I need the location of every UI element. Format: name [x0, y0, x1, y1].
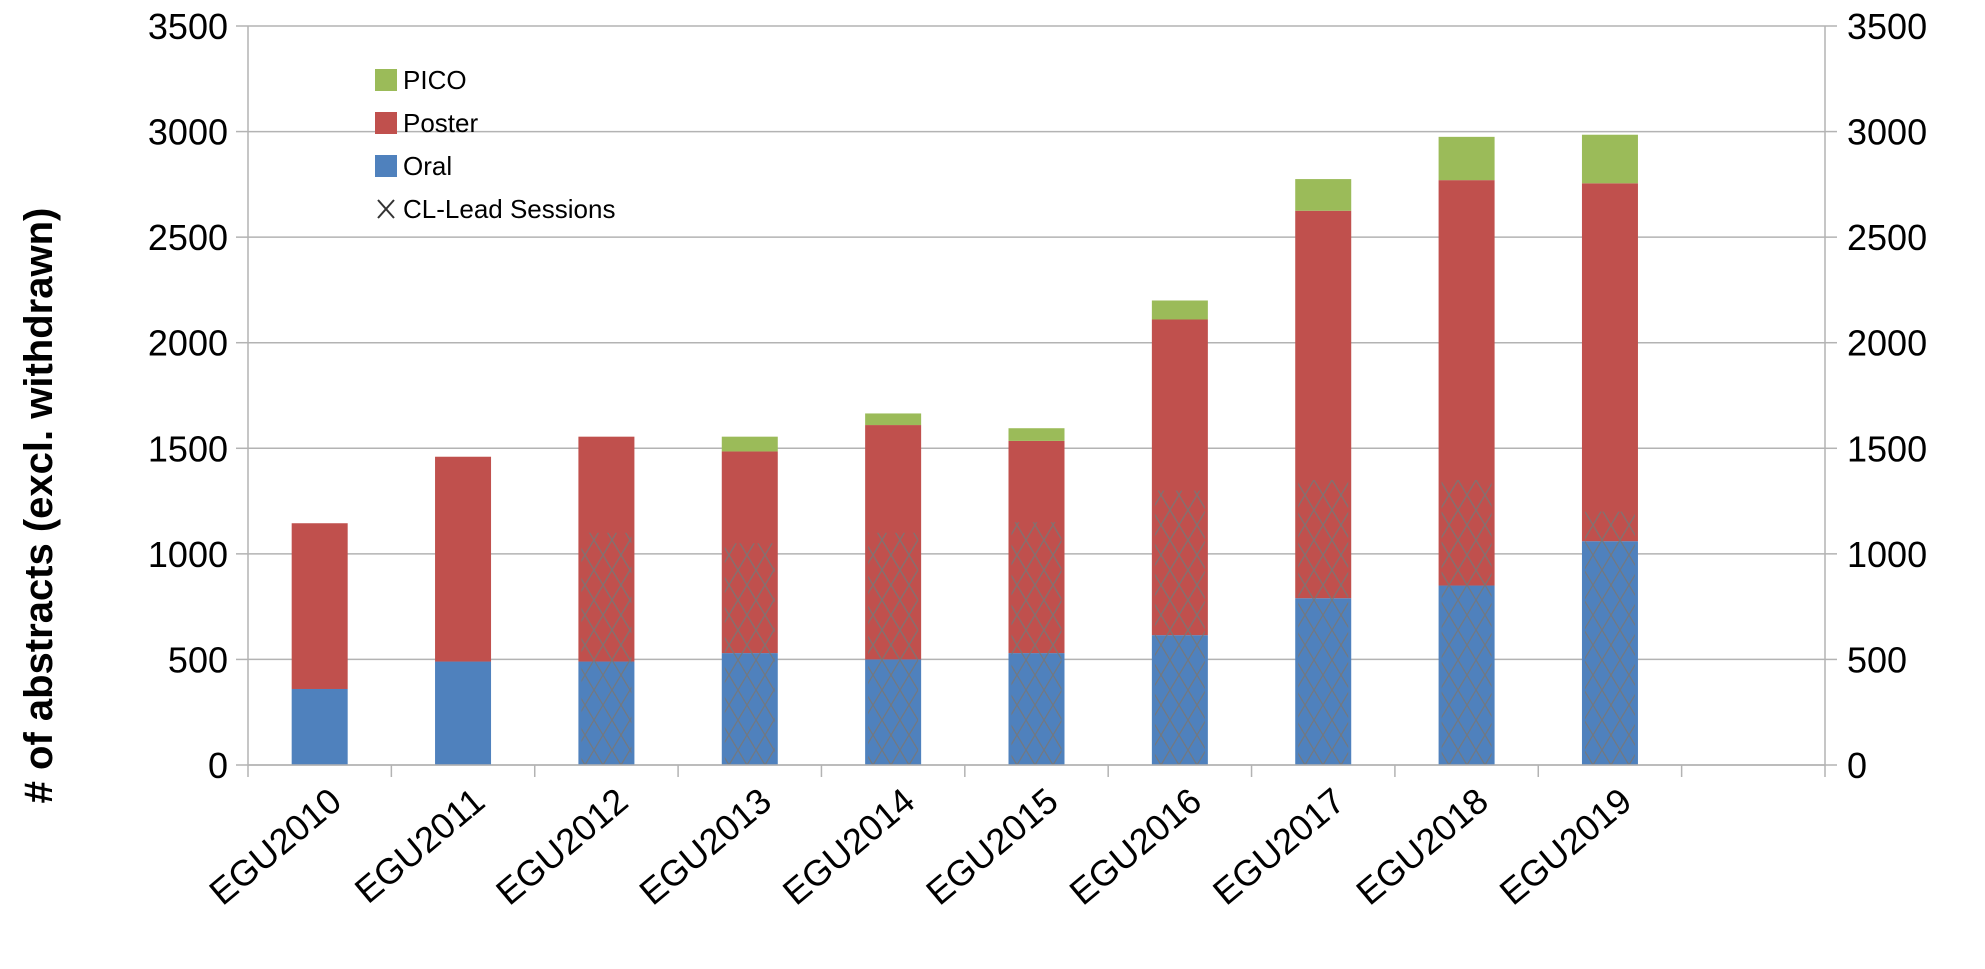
y2-tick-label: 3500 [1847, 6, 1927, 47]
y2-tick-label: 2000 [1847, 323, 1927, 364]
y-tick-label: 500 [168, 639, 228, 680]
cl-lead-sessions-mark-egu2017 [1298, 479, 1349, 765]
cl-lead-sessions-mark-egu2019 [1584, 511, 1635, 765]
cl-lead-sessions-mark-egu2013 [724, 543, 775, 765]
y2-tick-label: 3000 [1847, 112, 1927, 153]
cl-lead-sessions-mark-egu2016 [1154, 490, 1205, 765]
y-tick-label: 3000 [148, 112, 228, 153]
bar-pico-egu2018 [1438, 136, 1495, 181]
bar-pico-egu2016 [1151, 300, 1208, 320]
cl-lead-sessions-mark-egu2018 [1441, 479, 1492, 765]
bar-poster-egu2019 [1581, 183, 1638, 542]
bar-oral-egu2011 [435, 661, 492, 765]
y-tick-label: 0 [208, 745, 228, 786]
bar-poster-egu2011 [435, 456, 492, 662]
cl-lead-sessions-mark-egu2015 [1011, 522, 1062, 765]
y-axis-title: # of abstracts (excl. withdrawn) [17, 208, 61, 804]
x-category-label: EGU2012 [488, 780, 635, 913]
legend-label-pico: PICO [403, 65, 467, 95]
y2-tick-label: 0 [1847, 745, 1867, 786]
y-tick-label: 3500 [148, 6, 228, 47]
legend-marker-cl-lead-sessions [377, 199, 395, 219]
x-category-label: EGU2011 [347, 780, 492, 911]
legend-swatch-pico [375, 69, 397, 91]
x-category-label: EGU2014 [775, 780, 922, 913]
x-category-label: EGU2016 [1062, 780, 1209, 913]
cl-lead-sessions-mark-egu2014 [868, 532, 919, 765]
x-category-label: EGU2019 [1492, 780, 1639, 913]
x-category-label: EGU2018 [1348, 780, 1495, 913]
cl-lead-sessions-mark-egu2012 [581, 532, 632, 765]
bar-poster-egu2010 [291, 523, 348, 689]
y-tick-label: 1000 [148, 534, 228, 575]
bar-pico-egu2019 [1581, 134, 1638, 184]
bar-oral-egu2010 [291, 688, 348, 765]
y2-tick-label: 1000 [1847, 534, 1927, 575]
bar-pico-egu2015 [1008, 428, 1065, 441]
x-category-label: EGU2010 [201, 780, 348, 913]
y2-tick-label: 500 [1847, 639, 1907, 680]
bar-pico-egu2017 [1295, 179, 1352, 211]
legend-label-oral: Oral [403, 151, 452, 181]
legend-label-poster: Poster [403, 108, 478, 138]
bar-pico-egu2013 [721, 436, 778, 452]
legend-label-cl-lead-sessions: CL-Lead Sessions [403, 194, 615, 224]
y-tick-label: 1500 [148, 428, 228, 469]
y2-tick-label: 2500 [1847, 217, 1927, 258]
y2-tick-label: 1500 [1847, 428, 1927, 469]
x-category-label: EGU2015 [918, 780, 1065, 913]
legend-swatch-poster [375, 112, 397, 134]
y-tick-label: 2500 [148, 217, 228, 258]
x-category-label: EGU2013 [631, 780, 778, 913]
bar-pico-egu2014 [865, 413, 922, 426]
y-tick-label: 2000 [148, 323, 228, 364]
x-category-label: EGU2017 [1205, 780, 1352, 913]
legend-swatch-oral [375, 155, 397, 177]
